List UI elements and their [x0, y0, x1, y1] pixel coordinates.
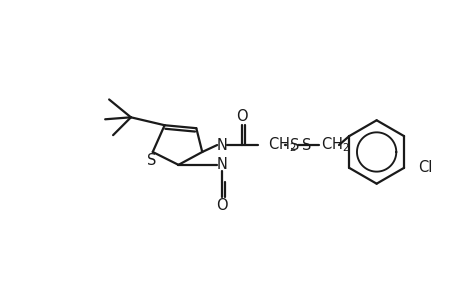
- Text: O: O: [235, 109, 247, 124]
- Text: O: O: [216, 198, 227, 213]
- Text: CH$_2$: CH$_2$: [320, 136, 349, 154]
- Text: S: S: [289, 137, 298, 152]
- Text: S: S: [147, 153, 156, 168]
- Text: CH$_2$: CH$_2$: [267, 136, 296, 154]
- Text: N: N: [216, 137, 227, 152]
- Text: N: N: [216, 158, 227, 172]
- Text: Cl: Cl: [417, 160, 431, 175]
- Text: S: S: [302, 137, 311, 152]
